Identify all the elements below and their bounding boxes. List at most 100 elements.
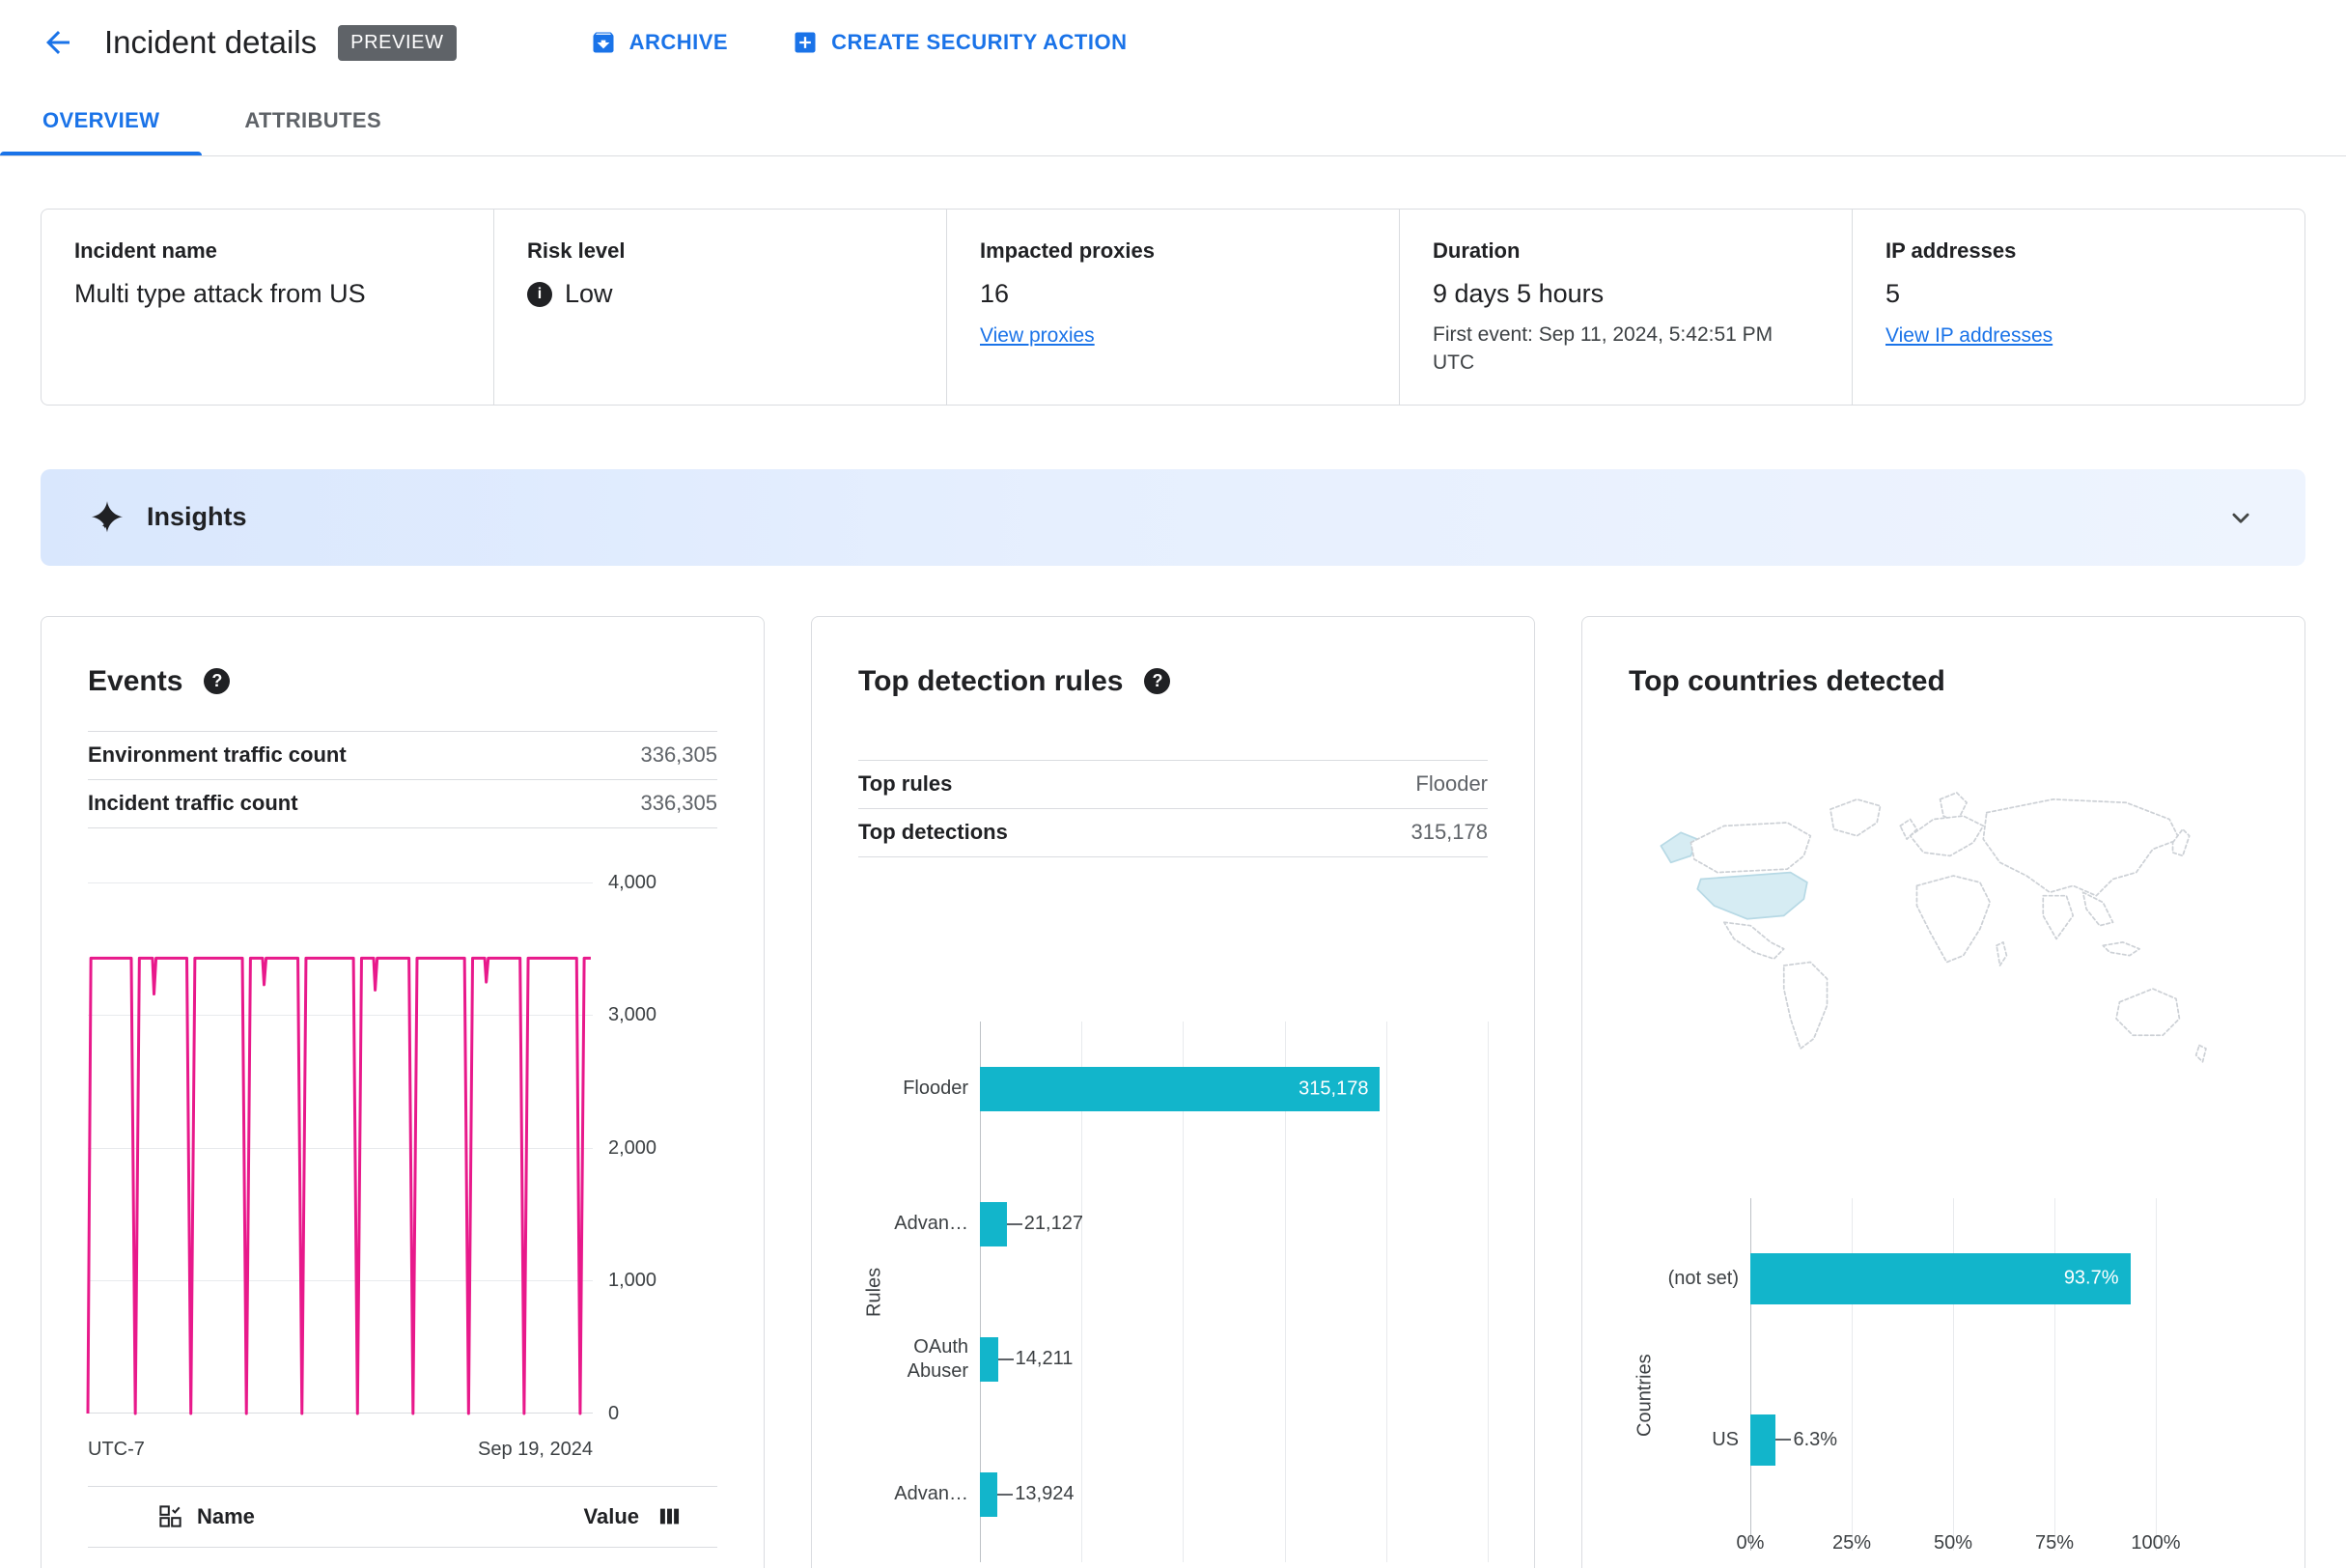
columns-icon[interactable] [656,1503,683,1529]
view-proxies-link[interactable]: View proxies [980,324,1095,347]
archive-icon [593,32,614,53]
help-icon[interactable]: ? [1144,668,1171,695]
create-security-action-label: CREATE SECURITY ACTION [831,30,1128,54]
bar-category-label: (not set) [1667,1267,1739,1289]
legend-name-header: Name [197,1503,255,1528]
map-region-south-america [1782,961,1829,1050]
field-label: Risk level [527,238,626,263]
page-header: Incident details PREVIEW ARCHIVE CREATE … [0,0,2346,85]
field-label: IP addresses [1885,238,2017,263]
add-box-icon [795,32,816,53]
bar[interactable] [1750,1414,1776,1466]
view-ip-addresses-link[interactable]: View IP addresses [1885,324,2053,347]
countries-plot-area: (not set)93.7%US6.3% 0%25%50%75%100% Per… [1662,1197,2181,1568]
stat-value: 315,178 [1410,820,1488,845]
legend-grid-icon[interactable] [157,1503,183,1529]
chevron-down-icon[interactable] [2224,501,2257,534]
map-region-new-zealand [2194,1044,2207,1063]
bar-value-label: 14,211 [1015,1348,1074,1370]
gridline [1852,1197,1853,1551]
leader-line [997,1493,1014,1496]
incident-name-value: Multi type attack from US [74,279,366,308]
gridline [980,1021,981,1562]
bar-category-label: OAuth Abuser [907,1335,968,1382]
stat-label: Incident traffic count [88,791,298,816]
map-region-madagascar [1996,940,2008,966]
map-region-greenland [1829,798,1882,837]
bar-category-label: US [1712,1428,1739,1450]
leader-line [1775,1439,1792,1442]
stat-label: Top detections [858,820,1008,845]
create-security-action-button[interactable]: CREATE SECURITY ACTION [792,29,1127,56]
events-x-axis-labels: UTC-7 Sep 19, 2024 [88,1439,593,1461]
x-tick-label: 75% [2034,1531,2075,1554]
gridline [1953,1197,1954,1551]
page-title: Incident details [104,24,318,60]
stat-value: 336,305 [640,742,717,768]
bar[interactable]: 93.7% [1750,1252,2131,1304]
field-label: Incident name [74,238,217,263]
archive-button[interactable]: ARCHIVE [590,29,729,56]
rules-bars: Flooder 315,178 Advan… 21,127 OAuth Abuser 14… [891,1022,1488,1562]
map-region-se-asia [2081,891,2114,927]
table-row: Top rules Flooder [858,761,1488,809]
bar[interactable] [980,1471,998,1517]
events-line-svg [88,882,593,1414]
insights-banner[interactable]: Insights [41,468,2305,566]
gridline [88,1412,593,1414]
field-label: Duration [1433,238,1521,263]
bar-row: Advan… 13,924 [891,1427,1488,1562]
info-icon: i [527,281,552,307]
gridline [88,1280,593,1282]
countries-gridlines [1750,1197,2157,1551]
rules-card-title: Top detection rules [858,664,1124,697]
gridline [1081,1021,1083,1562]
bar-value-label: 315,178 [1299,1078,1369,1100]
countries-x-ticks: 0% 25% 50% 75% 100% [1737,1531,2181,1561]
divider [88,1485,717,1487]
bar[interactable] [980,1336,998,1382]
summary-risk-level: Risk level i Low [493,210,946,405]
events-card-title: Events [88,664,183,697]
summary-impacted-proxies: Impacted proxies 16 View proxies [946,210,1399,405]
bar[interactable]: 315,178 [980,1066,1381,1111]
events-legend-header: Name Value [88,1487,717,1547]
x-tick-label: 0% [1736,1531,1765,1554]
header-actions: ARCHIVE CREATE SECURITY ACTION [590,29,1128,56]
tab-overview[interactable]: OVERVIEW [0,85,203,155]
legend-value-header: Value [583,1503,639,1528]
help-icon[interactable]: ? [204,668,231,695]
countries-card-title: Top countries detected [1629,664,1945,697]
map-region-australia [2115,988,2181,1036]
bar[interactable] [980,1201,1007,1246]
summary-incident-name: Incident name Multi type attack from US [42,210,493,405]
sparkle-icon [91,500,124,533]
duration-value: 9 days 5 hours [1433,279,1605,308]
main-content: Incident name Multi type attack from US … [0,209,2346,1568]
summary-ip-addresses: IP addresses 5 View IP addresses [1852,210,2304,405]
map-region-asia [1982,798,2181,897]
events-yticks: 4,000 3,000 2,000 1,000 0 [608,871,657,1424]
incident-summary-card: Incident name Multi type attack from US … [41,209,2305,406]
tab-bar: OVERVIEW ATTRIBUTES [0,85,2346,156]
tab-attributes[interactable]: ATTRIBUTES [244,107,382,132]
rules-gridlines [980,1021,1489,1562]
map-region-africa [1915,874,1992,964]
table-row: Environment traffic count 336,305 [88,732,717,780]
x-axis-left-label: UTC-7 [88,1438,145,1460]
leader-line [1006,1222,1022,1225]
map-region-us [1696,871,1808,920]
gridline [1284,1021,1286,1562]
map-region-indonesia [2102,940,2140,957]
x-axis-right-label: Sep 19, 2024 [478,1438,593,1460]
back-button[interactable] [35,19,81,66]
bar-row: (not set) 93.7% [1662,1198,2156,1359]
bar-value-label: 13,924 [1015,1483,1075,1505]
risk-level-text: Low [565,279,613,308]
archive-button-label: ARCHIVE [628,30,729,54]
gridline [1750,1197,1751,1551]
bar-category-label: Advan… [894,1483,968,1505]
gridline [2156,1197,2157,1551]
countries-chart: Countries (not set) 93.7% US 6.3% 0% 25% 50% 7… [1629,1197,2258,1568]
